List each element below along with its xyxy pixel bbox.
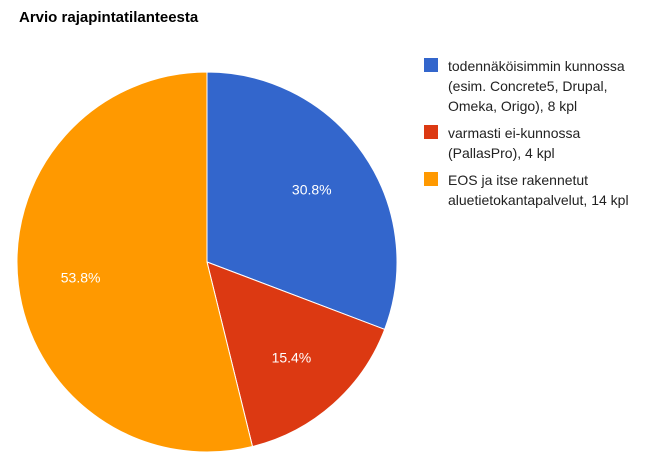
legend-swatch-2: [424, 125, 438, 139]
slice-percent-label-1: 30.8%: [292, 182, 332, 198]
slice-percent-label-2: 15.4%: [272, 349, 312, 365]
legend-swatch-1: [424, 58, 438, 72]
pie-chart: 30.8% 15.4% 53.8%: [16, 71, 398, 453]
legend-swatch-3: [424, 172, 438, 186]
legend: todennäköisimmin kunnossa (esim. Concret…: [424, 56, 644, 217]
pie-slices: [16, 71, 398, 453]
pie-slice-1[interactable]: [206, 71, 398, 331]
legend-label-3: EOS ja itse rakennetut aluetietokantapal…: [448, 172, 629, 208]
legend-label-2: varmasti ei-kunnossa (PallasPro), 4 kpl: [448, 125, 581, 161]
pie-labels: 30.8% 15.4% 53.8%: [61, 182, 332, 366]
chart-title: Arvio rajapintatilanteesta: [19, 9, 199, 26]
legend-entry-1[interactable]: todennäköisimmin kunnossa (esim. Concret…: [424, 56, 644, 116]
legend-entry-2[interactable]: varmasti ei-kunnossa (PallasPro), 4 kpl: [424, 123, 644, 163]
pie-slice-3[interactable]: [16, 71, 254, 453]
legend-entry-3[interactable]: EOS ja itse rakennetut aluetietokantapal…: [424, 170, 644, 210]
pie-slice-2[interactable]: [206, 261, 386, 448]
legend-label-1: todennäköisimmin kunnossa (esim. Concret…: [448, 58, 625, 114]
slice-percent-label-3: 53.8%: [61, 269, 101, 285]
